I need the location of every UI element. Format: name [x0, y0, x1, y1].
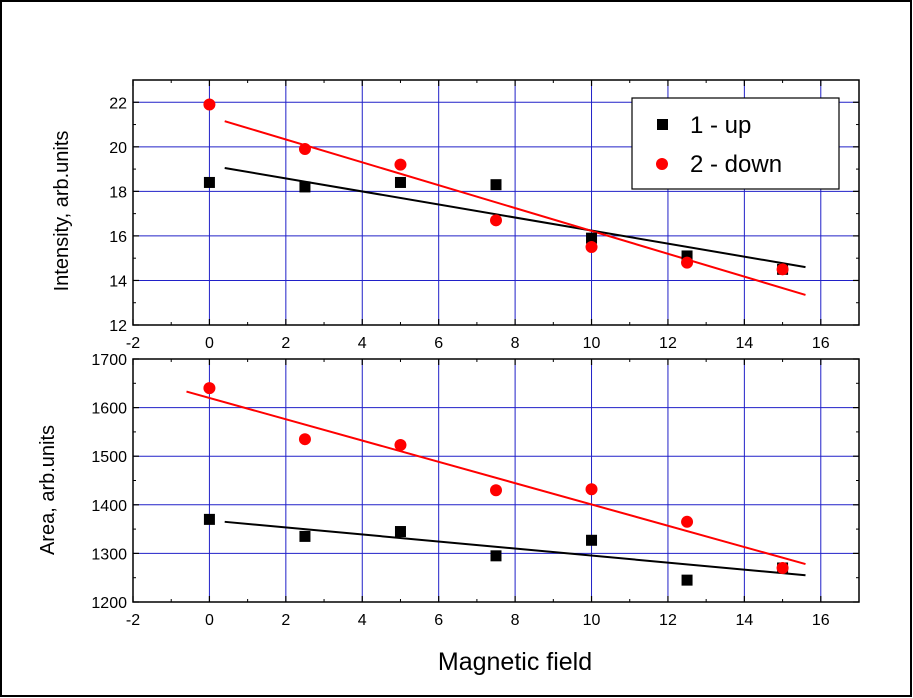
area-x-tick-label: 12 — [659, 612, 677, 629]
intensity-y-tick-label: 12 — [109, 318, 127, 335]
intensity-fit-lines — [224, 120, 806, 296]
intensity-x-tick-label: -2 — [126, 335, 140, 352]
intensity-y-tick-label: 16 — [109, 229, 127, 246]
intensity-x-tick-label: 8 — [511, 335, 520, 352]
area-point-series-1 — [490, 550, 502, 562]
intensity-point-series-2 — [203, 98, 216, 111]
area-x-tick-label: -2 — [126, 612, 140, 629]
intensity-point-series-2 — [298, 143, 311, 156]
area-y-tick-labels: 1200 1300 1400 1500 1600 1700 — [91, 352, 127, 612]
intensity-fit-line-series-1 — [224, 166, 806, 269]
area-x-tick-label: 6 — [434, 612, 443, 629]
intensity-y-axis-title: Intensity, arb.units — [51, 131, 73, 292]
area-fit-line-series-2 — [186, 390, 806, 566]
area-x-tick-label: 2 — [281, 612, 290, 629]
area-y-tick-label: 1400 — [91, 498, 127, 515]
area-y-tick-label: 1500 — [91, 449, 127, 466]
intensity-x-tick-label: 16 — [812, 335, 830, 352]
intensity-x-tick-label: 12 — [659, 335, 677, 352]
area-point-series-1 — [681, 574, 693, 586]
area-y-tick-label: 1200 — [91, 595, 127, 612]
area-data-points — [203, 382, 789, 586]
intensity-x-tick-label: 0 — [205, 335, 214, 352]
intensity-point-series-1 — [394, 176, 406, 188]
area-point-series-1 — [299, 530, 311, 542]
legend-label-series-1: 1 - up — [690, 112, 751, 139]
intensity-point-series-1 — [586, 232, 598, 244]
area-x-tick-label: 4 — [358, 612, 367, 629]
intensity-data-points — [203, 98, 789, 276]
area-point-series-2 — [490, 484, 502, 497]
area-plot-frame — [132, 358, 860, 603]
intensity-x-tick-label: 2 — [281, 335, 290, 352]
legend-marker-series-2 — [656, 158, 668, 170]
area-panel: -2 0 2 4 6 8 10 12 14 16 1200 1300 1400 1500 1600 1700… — [37, 352, 860, 676]
area-x-tick-labels: -2 0 2 4 6 8 10 12 14 16 — [126, 612, 830, 629]
legend: 1 - up 2 - down — [631, 97, 840, 190]
legend-box — [631, 97, 840, 190]
intensity-point-series-2 — [681, 256, 694, 269]
intensity-y-tick-label: 14 — [109, 273, 127, 290]
intensity-point-series-1 — [299, 181, 311, 193]
area-point-series-2 — [681, 515, 694, 528]
area-point-series-1 — [203, 513, 215, 525]
area-x-tick-label: 16 — [812, 612, 830, 629]
area-fit-lines — [186, 390, 806, 577]
intensity-y-tick-label: 22 — [109, 95, 127, 112]
intensity-plot-frame — [132, 79, 860, 326]
intensity-point-series-2 — [776, 263, 789, 276]
area-x-tick-label: 8 — [511, 612, 520, 629]
intensity-x-tick-label: 14 — [735, 335, 753, 352]
area-y-tick-label: 1700 — [91, 352, 127, 369]
area-point-series-2 — [394, 439, 407, 452]
area-y-tick-label: 1600 — [91, 401, 127, 418]
intensity-y-tick-label: 20 — [109, 140, 127, 157]
intensity-y-tick-labels: 12 14 16 18 20 22 — [109, 95, 127, 335]
intensity-x-tick-labels: -2 0 2 4 6 8 10 12 14 16 — [126, 335, 830, 352]
area-point-series-2 — [776, 561, 789, 574]
intensity-y-tick-label: 18 — [109, 184, 127, 201]
area-x-tick-label: 14 — [735, 612, 753, 629]
intensity-panel: -2 0 2 4 6 8 10 12 14 16 12 14 16 18 20 22 Intensity, … — [51, 79, 860, 352]
area-fit-line-series-1 — [224, 520, 806, 577]
legend-label-series-2: 2 - down — [690, 151, 782, 178]
intensity-fit-line-series-2 — [224, 120, 806, 296]
intensity-x-tick-label: 4 — [358, 335, 367, 352]
area-point-series-2 — [203, 382, 216, 395]
intensity-point-series-1 — [490, 179, 502, 191]
area-point-series-1 — [394, 526, 406, 538]
x-axis-title: Magnetic field — [438, 648, 592, 676]
intensity-point-series-2 — [394, 158, 407, 171]
area-x-tick-label: 0 — [205, 612, 214, 629]
area-y-tick-label: 1300 — [91, 546, 127, 563]
area-point-series-1 — [586, 534, 598, 546]
area-point-series-2 — [298, 433, 311, 446]
area-x-tick-label: 10 — [583, 612, 601, 629]
area-y-axis-title: Area, arb.units — [37, 425, 59, 555]
legend-marker-series-1 — [657, 119, 668, 130]
intensity-point-series-2 — [585, 241, 598, 254]
intensity-point-series-1 — [681, 250, 693, 262]
intensity-point-series-1 — [203, 176, 215, 188]
intensity-x-tick-label: 10 — [583, 335, 601, 352]
intensity-x-tick-label: 6 — [434, 335, 443, 352]
intensity-point-series-2 — [490, 214, 502, 227]
area-point-series-2 — [585, 483, 598, 496]
